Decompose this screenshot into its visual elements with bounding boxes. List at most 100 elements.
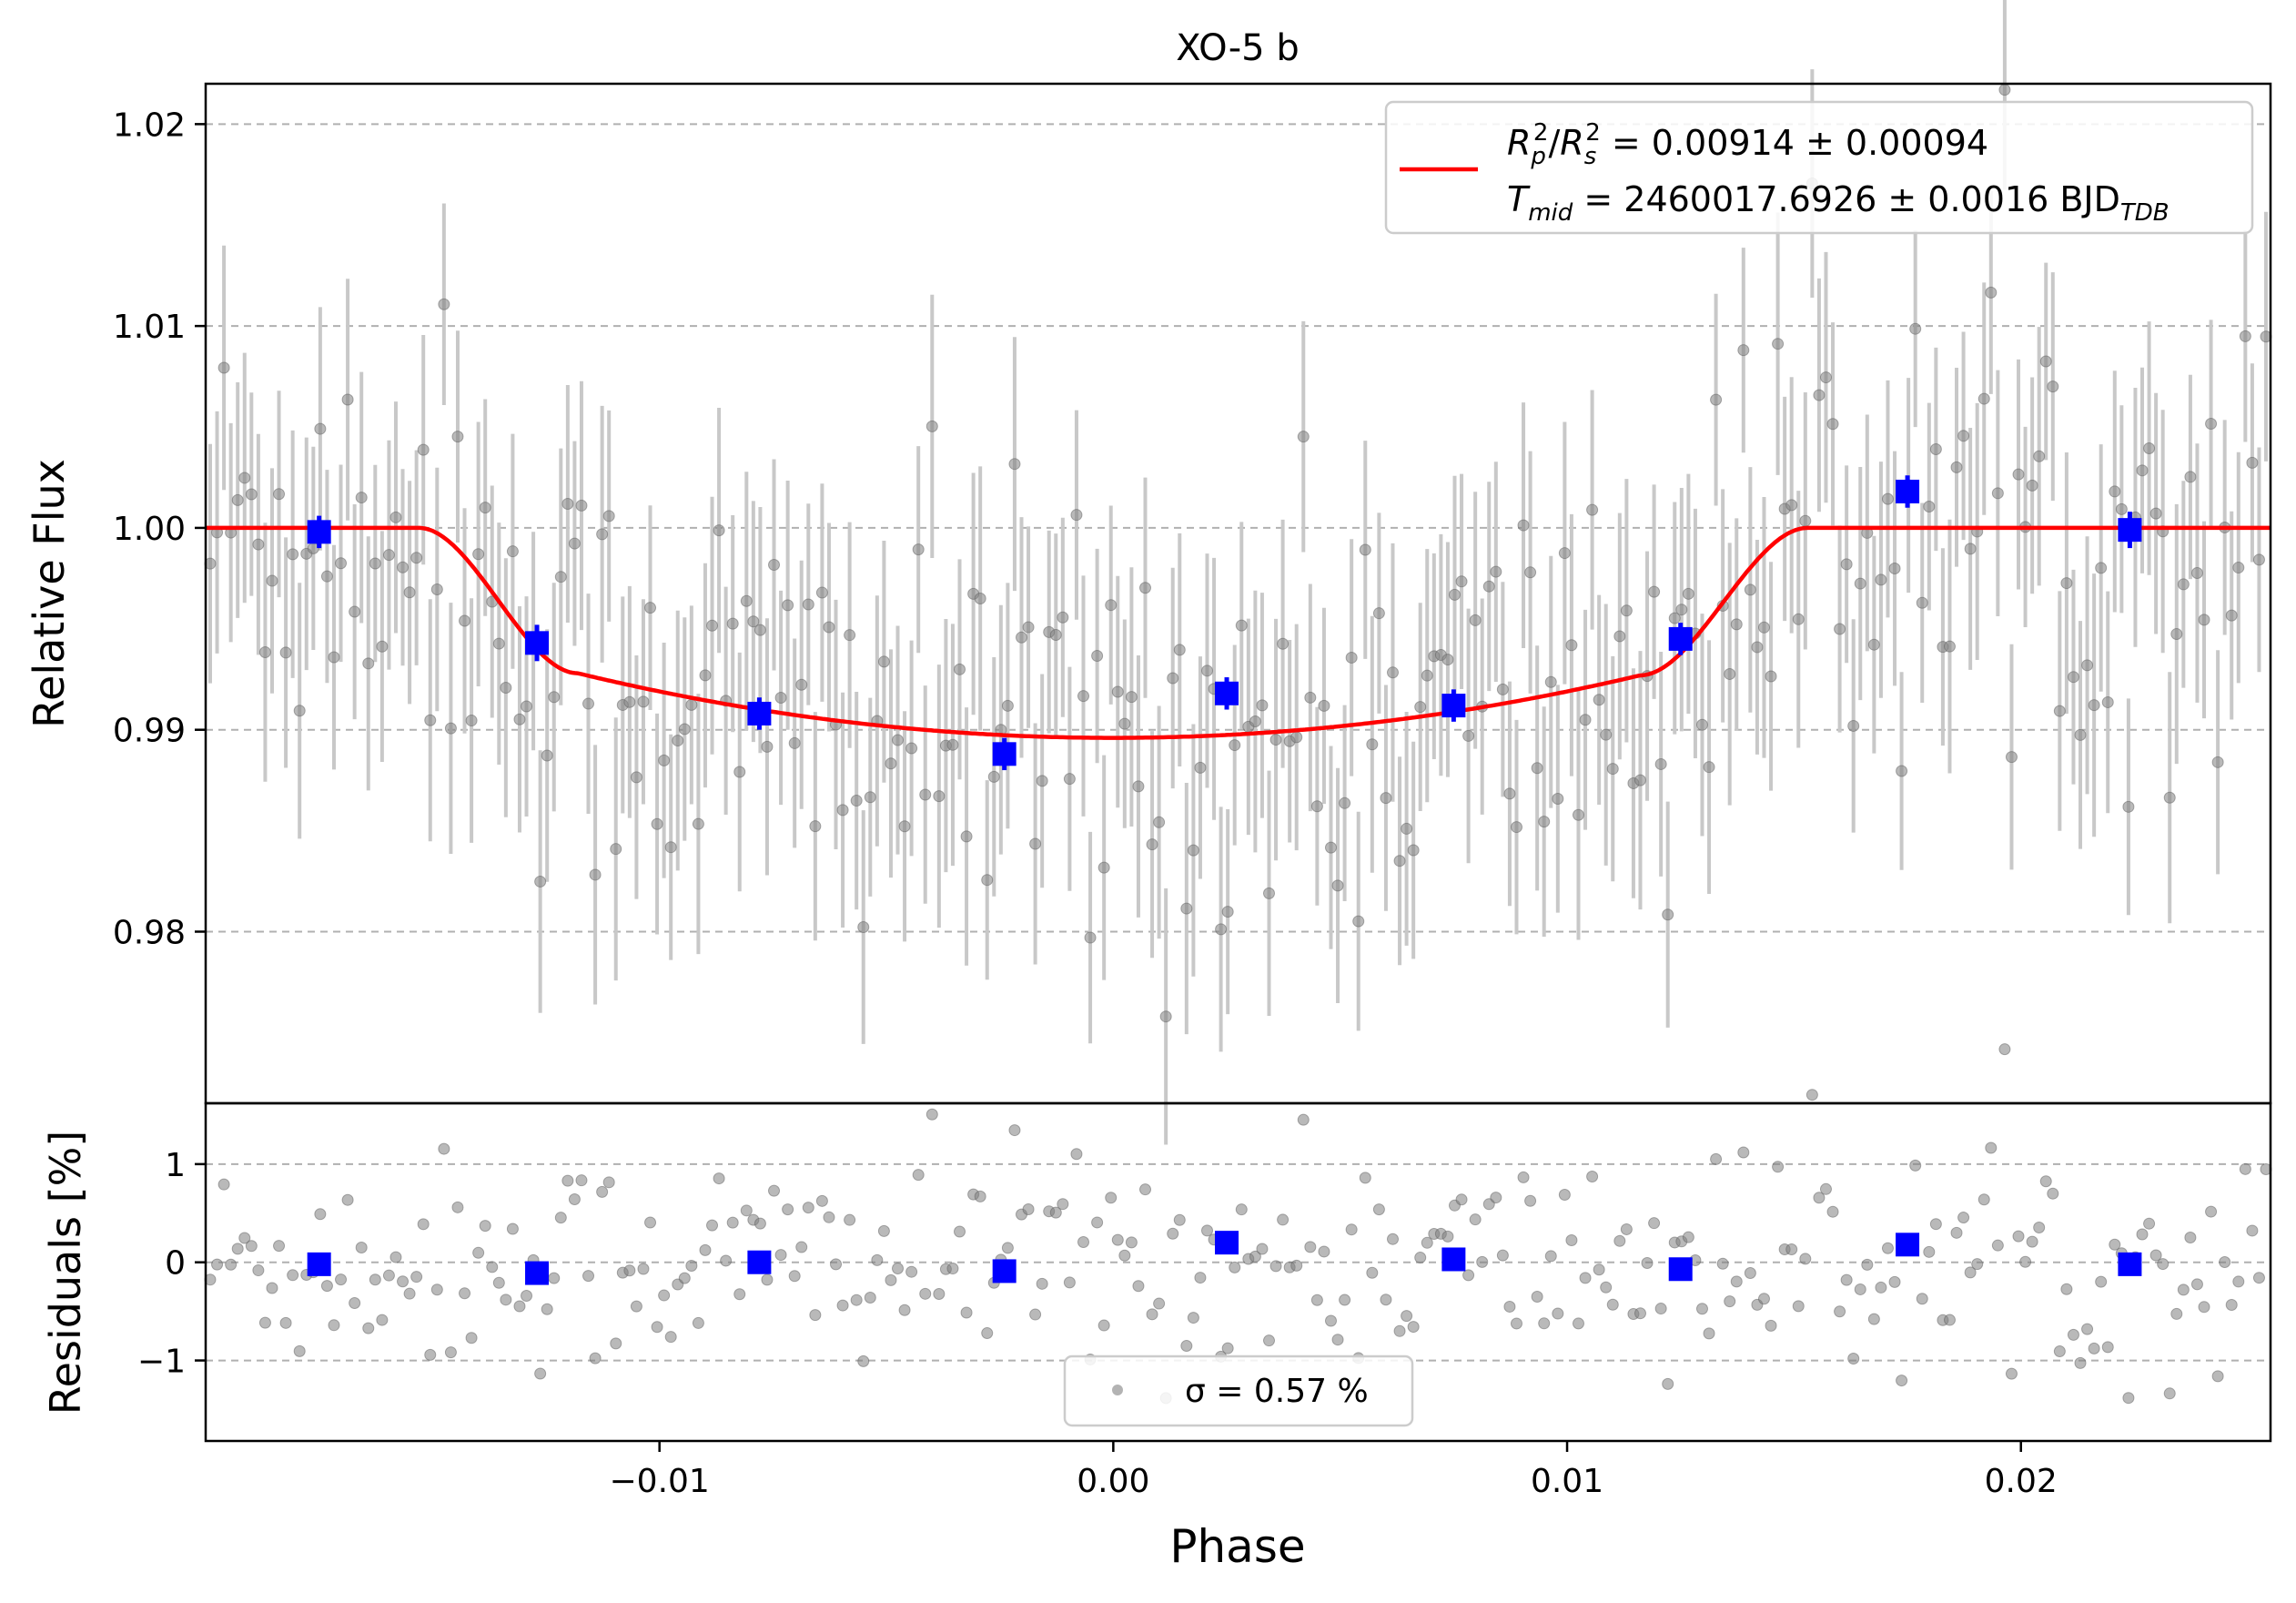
residual-point (438, 1142, 450, 1155)
residual-binned-points (307, 1231, 2142, 1285)
residual-point (1249, 1250, 1261, 1263)
residual-point (1125, 1236, 1138, 1249)
flux-point (1201, 665, 1214, 677)
flux-point (1001, 699, 1014, 712)
residual-point (1799, 1253, 1812, 1265)
residual-point (1421, 1236, 1433, 1249)
residual-point (740, 1204, 753, 1217)
flux-point (238, 472, 251, 484)
residual-point (623, 1264, 636, 1277)
residual-binned-point (307, 1252, 331, 1276)
residual-point (472, 1246, 485, 1259)
binned-point (992, 742, 1017, 766)
flux-point (815, 586, 828, 599)
flux-point (672, 735, 684, 747)
residual-point (1455, 1193, 1468, 1206)
residual-point (287, 1269, 299, 1282)
flux-point (1929, 443, 1942, 456)
flux-point (2239, 330, 2251, 342)
residual-point (2219, 1255, 2231, 1268)
x-tick-label: 0.00 (1077, 1463, 1149, 1500)
residual-point (795, 1241, 808, 1253)
residual-point (2211, 1370, 2224, 1383)
residual-point (1792, 1300, 1805, 1313)
flux-point (1558, 547, 1571, 560)
residual-point (1153, 1297, 1166, 1310)
legend-depth-text: Rp2/Rs2 = 0.00914 ± 0.00094 (1507, 119, 1988, 170)
residual-point (252, 1264, 265, 1277)
residual-point (2053, 1345, 2066, 1358)
residual-point (1057, 1198, 1069, 1211)
flux-y-tick-label: 0.99 (113, 713, 186, 750)
residual-point (933, 1288, 946, 1301)
flux-point (1229, 739, 1241, 752)
flux-point (335, 557, 348, 570)
residual-binned-point (1441, 1247, 1466, 1272)
flux-point (451, 431, 464, 443)
flux-point (2177, 578, 2190, 591)
residual-point (1957, 1212, 1970, 1224)
flux-point (2190, 567, 2203, 580)
flux-point (1016, 631, 1028, 644)
residual-point (1167, 1227, 1179, 1240)
residual-point (678, 1272, 691, 1284)
flux-point (279, 646, 292, 659)
residual-point (2190, 1278, 2203, 1291)
residual-point (554, 1212, 567, 1224)
residual-point (1544, 1250, 1557, 1263)
residual-point (1407, 1321, 1420, 1334)
residual-point (2252, 1272, 2265, 1284)
flux-point (809, 820, 822, 833)
residual-point (293, 1344, 306, 1357)
flux-point (919, 788, 932, 801)
flux-point (788, 736, 801, 749)
flux-point (492, 637, 505, 650)
flux-point (713, 524, 725, 537)
flux-point (1772, 338, 1785, 350)
flux-point (974, 592, 986, 604)
flux-point (1875, 573, 1887, 586)
residual-point (720, 1254, 733, 1267)
flux-point (2246, 456, 2259, 469)
legend-sigma-text: σ = 0.57 % (1185, 1373, 1369, 1410)
flux-point (2053, 705, 2066, 717)
flux-point (596, 528, 609, 541)
flux-point (513, 713, 526, 725)
flux-point (1008, 458, 1021, 471)
flux-point (678, 723, 691, 736)
flux-point (857, 921, 870, 934)
chart-title: XO-5 b (1176, 27, 1299, 69)
flux-point (314, 422, 327, 435)
residual-point (1896, 1375, 1908, 1387)
residual-point (1235, 1203, 1248, 1216)
residual-point (1269, 1260, 1282, 1273)
binned-point (307, 520, 331, 544)
flux-point (2149, 507, 2162, 520)
flux-point (258, 646, 271, 659)
residual-point (362, 1322, 375, 1334)
flux-point (782, 599, 794, 612)
residual-point (465, 1332, 478, 1344)
residual-point (912, 1169, 925, 1182)
flux-point (1765, 670, 1777, 683)
residual-point (1724, 1295, 1736, 1308)
flux-point (1049, 629, 1062, 642)
residual-point (486, 1261, 499, 1273)
flux-point (1194, 761, 1207, 774)
flux-point (1153, 816, 1166, 828)
residual-point (1510, 1317, 1522, 1330)
flux-point (685, 698, 698, 711)
flux-point (925, 420, 938, 432)
flux-point (946, 738, 959, 751)
residual-point (823, 1211, 835, 1223)
flux-point (582, 697, 595, 710)
residual-point (355, 1241, 368, 1253)
flux-point (328, 651, 340, 664)
flux-point (1964, 543, 1977, 555)
flux-point (2081, 659, 2094, 672)
residual-point (1923, 1245, 1936, 1258)
flux-point (877, 655, 890, 668)
flux-point (2205, 418, 2218, 431)
flux-point (1957, 430, 1970, 442)
binned-point (525, 631, 550, 655)
